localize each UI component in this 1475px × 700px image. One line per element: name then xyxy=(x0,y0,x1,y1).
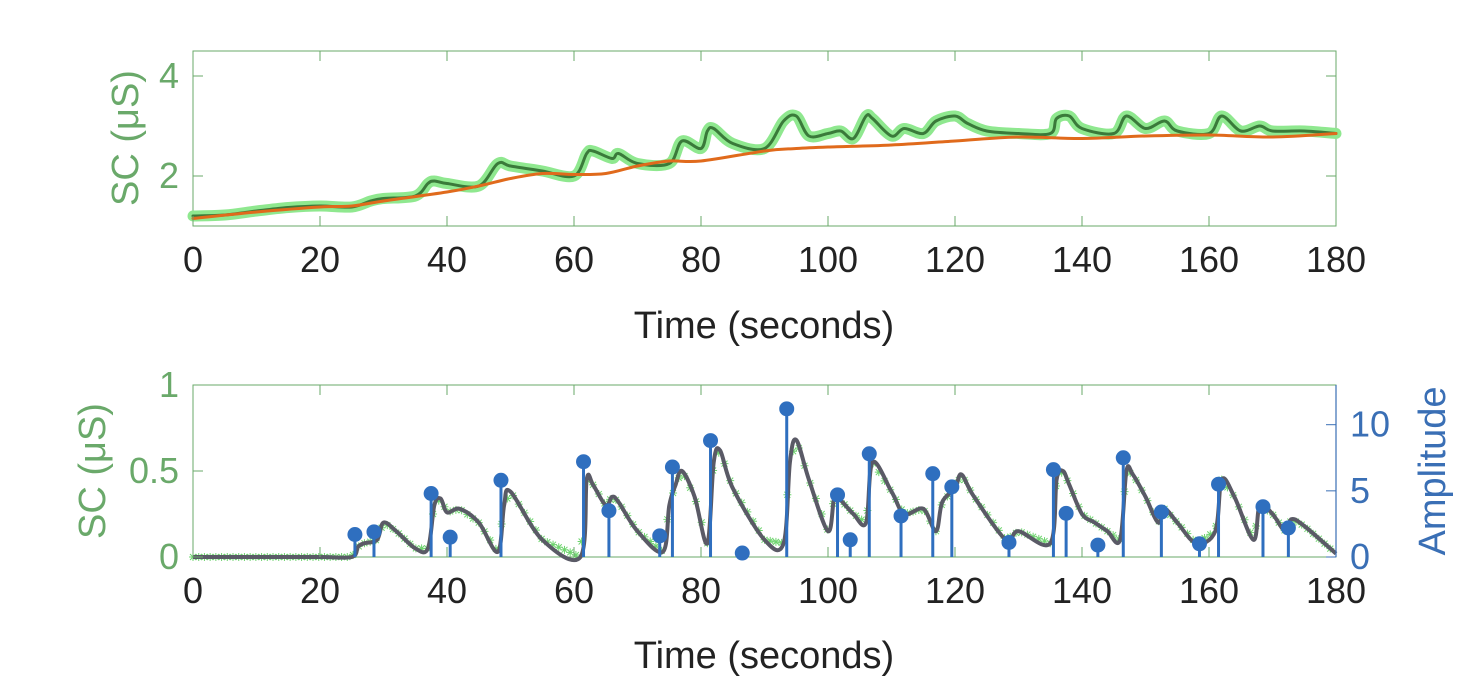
sc-marker xyxy=(577,537,586,546)
top-x-tick-label: 20 xyxy=(300,239,340,280)
amplitude-stem-head xyxy=(1001,534,1017,550)
amplitude-stem-head xyxy=(1115,450,1131,466)
bottom-x-tick-label: 0 xyxy=(183,570,203,611)
amplitude-stem-head xyxy=(1090,537,1106,553)
amplitude-stem-head xyxy=(944,479,960,495)
sc-marker xyxy=(417,544,426,553)
series-tonic-line xyxy=(191,132,1338,220)
bottom-right-y-tick-label: 10 xyxy=(1350,404,1390,445)
amplitude-stem-head xyxy=(347,527,363,543)
amplitude-stem-head xyxy=(1045,462,1061,478)
sc-marker xyxy=(434,496,443,505)
bottom-plot-frame xyxy=(192,384,1337,558)
top-panel: 0 20 40 60 80 100 120 140 160 180 2 4 Time (seconds… xyxy=(105,50,1366,347)
bottom-x-tick-label: 180 xyxy=(1306,570,1366,611)
sc-marker xyxy=(554,543,563,552)
bottom-x-tick-label: 20 xyxy=(300,570,340,611)
sc-marker xyxy=(857,515,866,524)
sc-marker xyxy=(1206,530,1215,539)
bottom-x-tick-label: 80 xyxy=(681,570,721,611)
bottom-x-axis-title: Time (seconds) xyxy=(634,635,894,677)
amplitude-stem-head xyxy=(1058,505,1074,521)
bottom-y-tick-label: 1 xyxy=(159,364,179,405)
top-x-tick-label: 140 xyxy=(1052,239,1112,280)
amplitude-stem-head xyxy=(576,454,592,470)
sc-marker xyxy=(766,536,775,545)
sc-marker xyxy=(1029,532,1038,541)
sc-marker xyxy=(503,494,512,503)
amplitude-stem-head xyxy=(925,466,941,482)
top-x-tick-label: 120 xyxy=(925,239,985,280)
amplitude-stem-head xyxy=(842,532,858,548)
amplitude-stem-head xyxy=(601,503,617,519)
top-x-tick-label: 160 xyxy=(1179,239,1239,280)
amplitude-stem-head xyxy=(423,485,439,501)
bottom-y-tick-label: 0.5 xyxy=(129,450,179,491)
bottom-x-tick-label: 100 xyxy=(798,570,858,611)
bottom-x-tick-label: 120 xyxy=(925,570,985,611)
bottom-x-tick-label: 160 xyxy=(1179,570,1239,611)
amplitude-stem-head xyxy=(1211,476,1227,492)
sc-marker xyxy=(1040,537,1049,546)
top-x-tick-label: 60 xyxy=(554,239,594,280)
amplitude-stem-head xyxy=(830,487,846,503)
sc-marker xyxy=(571,550,580,559)
bottom-right-y-axis-title: Amplitude xyxy=(1412,387,1454,556)
amplitude-stem-head xyxy=(1280,520,1296,536)
sc-marker xyxy=(874,468,883,477)
sc-marker xyxy=(646,537,655,546)
top-x-axis-title: Time (seconds) xyxy=(634,305,894,347)
sc-marker xyxy=(560,545,569,554)
bottom-x-tick-label: 40 xyxy=(427,570,467,611)
top-y-axis-title: SC (μS) xyxy=(105,70,147,206)
series-phasic-line xyxy=(192,437,1338,563)
sc-marker xyxy=(1109,531,1118,540)
amplitude-stem-head xyxy=(366,524,382,540)
series-filtered-line xyxy=(191,112,1338,218)
amplitude-stem-head xyxy=(1153,504,1169,520)
bottom-x-tick-label: 60 xyxy=(554,570,594,611)
sc-marker xyxy=(1034,534,1043,543)
sc-marker xyxy=(651,542,660,551)
top-x-tick-label: 40 xyxy=(427,239,467,280)
sc-marker xyxy=(566,548,575,557)
amplitude-stem-head xyxy=(664,459,680,475)
bottom-y-axis-title: SC (μS) xyxy=(72,403,114,539)
bottom-x-tick-label: 140 xyxy=(1052,570,1112,611)
amplitude-stem-head xyxy=(734,545,750,561)
sc-marker xyxy=(1223,483,1232,492)
amplitude-stem-head xyxy=(1191,536,1207,552)
amplitude-stem-head xyxy=(861,446,877,462)
sc-marker xyxy=(714,448,723,457)
amplitude-stem-head xyxy=(1255,499,1271,515)
bottom-y-tick-label: 0 xyxy=(159,536,179,577)
amplitude-stem-head xyxy=(652,528,668,544)
amplitude-stem-head xyxy=(779,401,795,417)
sc-marker xyxy=(771,537,780,546)
top-x-tick-label: 80 xyxy=(681,239,721,280)
amplitude-stem-head xyxy=(442,529,458,545)
top-y-tick-label: 2 xyxy=(159,155,179,196)
sc-marker xyxy=(1057,468,1066,477)
amplitude-stem-head xyxy=(703,433,719,449)
top-x-tick-label: 100 xyxy=(798,239,858,280)
sc-marker xyxy=(549,540,558,549)
bottom-right-y-tick-label: 0 xyxy=(1350,536,1370,577)
amplitude-stem-head xyxy=(893,508,909,524)
amplitude-stem-head xyxy=(493,472,509,488)
top-x-tick-label: 180 xyxy=(1306,239,1366,280)
top-x-tick-label: 0 xyxy=(183,239,203,280)
sc-marker xyxy=(1200,534,1209,543)
bottom-right-y-tick-label: 5 xyxy=(1350,470,1370,511)
top-y-tick-label: 4 xyxy=(159,55,179,96)
